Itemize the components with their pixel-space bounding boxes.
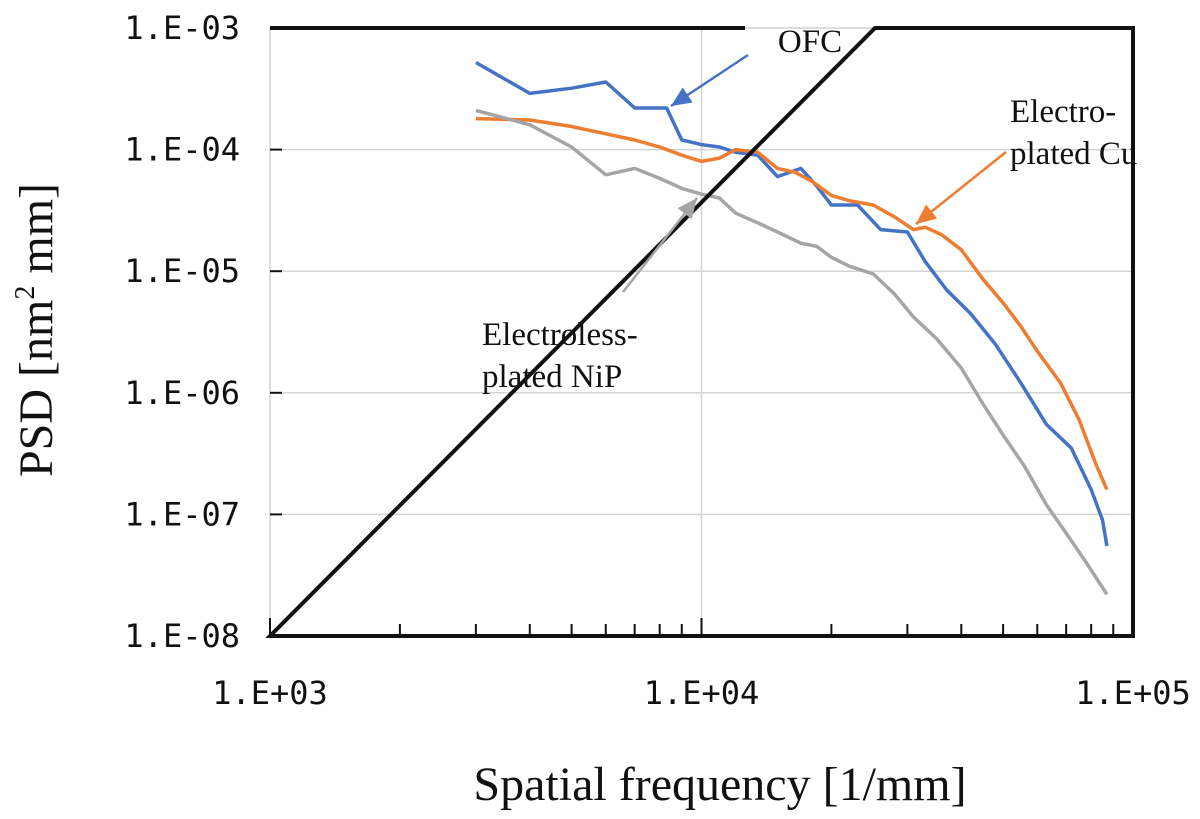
series-line-cu	[475, 116, 1109, 491]
y-axis-title: PSD [nm2 mm]	[10, 183, 63, 477]
annotation-electroless-nip-line-0: Electroless-	[482, 317, 638, 353]
arrow-electroplated-cu-head	[916, 204, 938, 224]
arrow-ofc-head	[671, 87, 693, 106]
x-tick-label-2: 1.E+05	[1075, 674, 1191, 712]
series-line-nip	[475, 108, 1109, 596]
grid-lines	[269, 27, 1134, 637]
annotation-electroplated-cu-line-0: Electro-	[1010, 94, 1116, 130]
plot-frame	[265, 26, 1135, 638]
y-tick-label-1: 1.E-04	[124, 131, 240, 169]
y-tick-label-2: 1.E-05	[124, 252, 240, 290]
plot-border	[265, 26, 1135, 638]
arrow-electroless-nip-head	[677, 198, 697, 220]
annotation-ofc-line-0: OFC	[778, 24, 842, 60]
y-tick-label-5: 1.E-08	[124, 617, 240, 655]
series-lines	[475, 60, 1109, 596]
x-axis-title: Spatial frequency [1/mm]	[473, 758, 966, 811]
y-tick-labels: 1.E-03 1.E-04 1.E-05 1.E-06 1.E-07 1.E-08	[124, 9, 240, 655]
annotation-electroplated-cu-line-1: plated Cu	[1010, 136, 1137, 172]
series-annotations: OFC Electro-plated Cu Electroless-plated N…	[482, 24, 1137, 395]
series-line-ofc	[475, 60, 1109, 547]
y-tick-label-0: 1.E-03	[124, 9, 240, 47]
y-tick-label-3: 1.E-06	[124, 374, 240, 412]
x-tick-labels: 1.E+03 1.E+04 1.E+05	[212, 674, 1191, 712]
y-tick-label-4: 1.E-07	[124, 495, 240, 533]
y-axis-title-prefix: PSD [nm	[10, 300, 63, 477]
annotation-electroless-nip-line-1: plated NiP	[482, 359, 622, 395]
y-axis-title-suffix: mm]	[10, 183, 63, 286]
x-tick-label-0: 1.E+03	[212, 674, 328, 712]
y-axis-title-sup: 2	[10, 286, 41, 300]
x-tick-label-1: 1.E+04	[644, 674, 760, 712]
